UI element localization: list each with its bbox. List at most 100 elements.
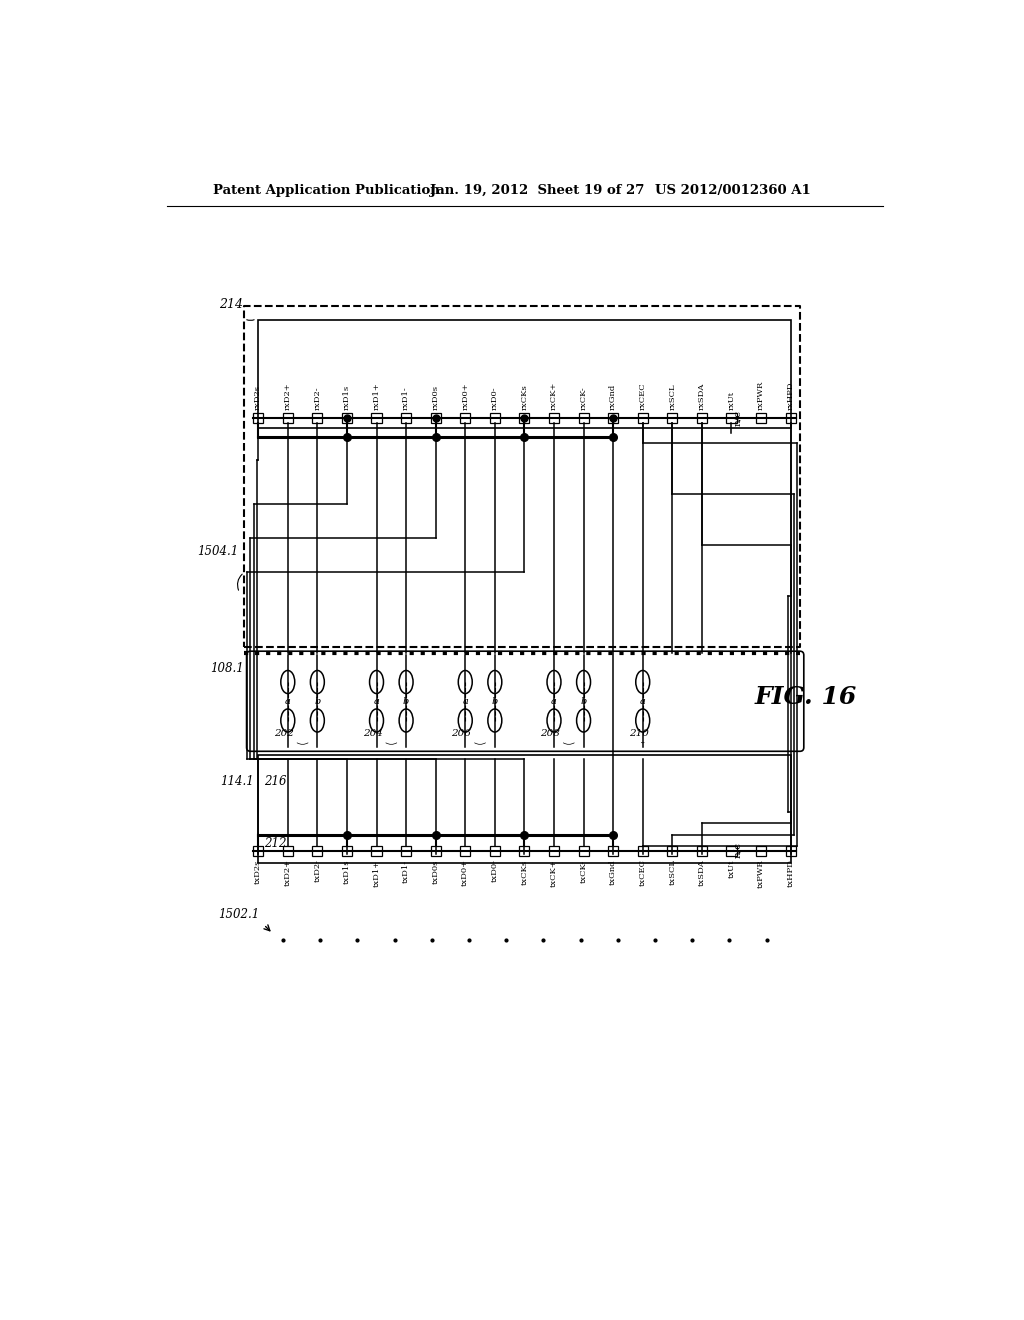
Bar: [726, 413, 736, 422]
Bar: [785, 413, 796, 422]
Text: 210: 210: [629, 729, 649, 738]
Text: Jan. 19, 2012  Sheet 19 of 27: Jan. 19, 2012 Sheet 19 of 27: [430, 185, 645, 197]
Bar: [608, 846, 618, 857]
Bar: [312, 413, 323, 422]
Bar: [245, 306, 800, 647]
Bar: [372, 846, 382, 857]
Text: rxD0-: rxD0-: [490, 387, 499, 409]
Bar: [342, 413, 352, 422]
Text: txCEC: txCEC: [639, 859, 647, 887]
Text: 1502.1: 1502.1: [218, 908, 260, 921]
Bar: [549, 413, 559, 422]
Text: 1504.1: 1504.1: [197, 545, 238, 558]
Bar: [579, 846, 589, 857]
Bar: [258, 321, 791, 428]
Bar: [253, 413, 263, 422]
Bar: [258, 755, 791, 863]
Text: rxD1-: rxD1-: [402, 385, 410, 409]
Text: rxD0+: rxD0+: [461, 383, 469, 409]
Text: rxSCL: rxSCL: [669, 383, 676, 409]
Text: txUt: txUt: [727, 859, 735, 878]
Text: b: b: [581, 697, 587, 706]
Text: 202: 202: [274, 729, 294, 738]
Bar: [283, 846, 293, 857]
Text: rxCK-: rxCK-: [580, 385, 588, 409]
Text: rxD1s: rxD1s: [343, 384, 351, 409]
Text: txHPD: txHPD: [786, 859, 795, 887]
Bar: [549, 846, 559, 857]
Text: txD0+: txD0+: [461, 859, 469, 887]
Text: txD1+: txD1+: [373, 859, 381, 887]
Text: txD1-: txD1-: [402, 859, 410, 883]
Bar: [489, 413, 500, 422]
Text: txCKs: txCKs: [520, 859, 528, 884]
Text: rxHPD: rxHPD: [786, 381, 795, 409]
Text: a: a: [551, 697, 557, 706]
Text: 114.1: 114.1: [220, 775, 254, 788]
Bar: [372, 413, 382, 422]
Bar: [638, 846, 648, 857]
Bar: [519, 413, 529, 422]
Text: rxPWR: rxPWR: [757, 380, 765, 409]
Bar: [253, 846, 263, 857]
Bar: [697, 846, 707, 857]
Bar: [756, 846, 766, 857]
Text: rxD2-: rxD2-: [313, 387, 322, 409]
Bar: [342, 846, 352, 857]
Text: rxCK+: rxCK+: [550, 381, 558, 409]
Text: 216: 216: [264, 775, 287, 788]
Text: txCK+: txCK+: [550, 859, 558, 887]
Bar: [608, 413, 618, 422]
Text: rxD0s: rxD0s: [432, 385, 439, 409]
Bar: [756, 413, 766, 422]
Bar: [785, 846, 796, 857]
Text: 108.1: 108.1: [211, 663, 245, 676]
Text: txD2s: txD2s: [254, 859, 262, 884]
Bar: [638, 413, 648, 422]
Bar: [489, 846, 500, 857]
Text: txSDA: txSDA: [698, 859, 706, 886]
Bar: [579, 413, 589, 422]
Text: rxCEC: rxCEC: [639, 383, 647, 409]
Text: US 2012/0012360 A1: US 2012/0012360 A1: [655, 185, 811, 197]
Bar: [431, 846, 440, 857]
Text: a: a: [462, 697, 468, 706]
Text: rxD2s: rxD2s: [254, 385, 262, 409]
Text: txD0-: txD0-: [490, 859, 499, 883]
Text: txD1s: txD1s: [343, 859, 351, 884]
Text: rxCKs: rxCKs: [520, 384, 528, 409]
Text: txSCL: txSCL: [669, 859, 676, 886]
Text: rxD1+: rxD1+: [373, 381, 381, 409]
Text: b: b: [314, 697, 321, 706]
Bar: [401, 846, 411, 857]
Text: txD0s: txD0s: [432, 859, 439, 884]
Text: txD2-: txD2-: [313, 859, 322, 883]
Text: FIG. 16: FIG. 16: [755, 685, 857, 709]
Text: rxSDA: rxSDA: [698, 383, 706, 409]
Text: n/c: n/c: [733, 409, 742, 425]
Bar: [312, 846, 323, 857]
Bar: [697, 413, 707, 422]
Text: 208: 208: [541, 729, 560, 738]
Text: a: a: [640, 697, 646, 706]
Bar: [519, 846, 529, 857]
Text: 204: 204: [362, 729, 383, 738]
Bar: [431, 413, 440, 422]
Bar: [460, 846, 470, 857]
Text: rxUt: rxUt: [727, 391, 735, 409]
Text: txD2+: txD2+: [284, 859, 292, 887]
Text: txCK-: txCK-: [580, 859, 588, 883]
Text: 212: 212: [264, 837, 287, 850]
Text: txGnd: txGnd: [609, 859, 617, 886]
Text: b: b: [492, 697, 498, 706]
Text: a: a: [374, 697, 380, 706]
Bar: [460, 413, 470, 422]
Text: a: a: [285, 697, 291, 706]
Text: b: b: [403, 697, 410, 706]
Text: n/c: n/c: [733, 842, 742, 858]
Text: rxD2+: rxD2+: [284, 383, 292, 409]
Bar: [401, 413, 411, 422]
Bar: [668, 846, 677, 857]
Text: rxGnd: rxGnd: [609, 384, 617, 409]
Text: txPWR: txPWR: [757, 859, 765, 888]
